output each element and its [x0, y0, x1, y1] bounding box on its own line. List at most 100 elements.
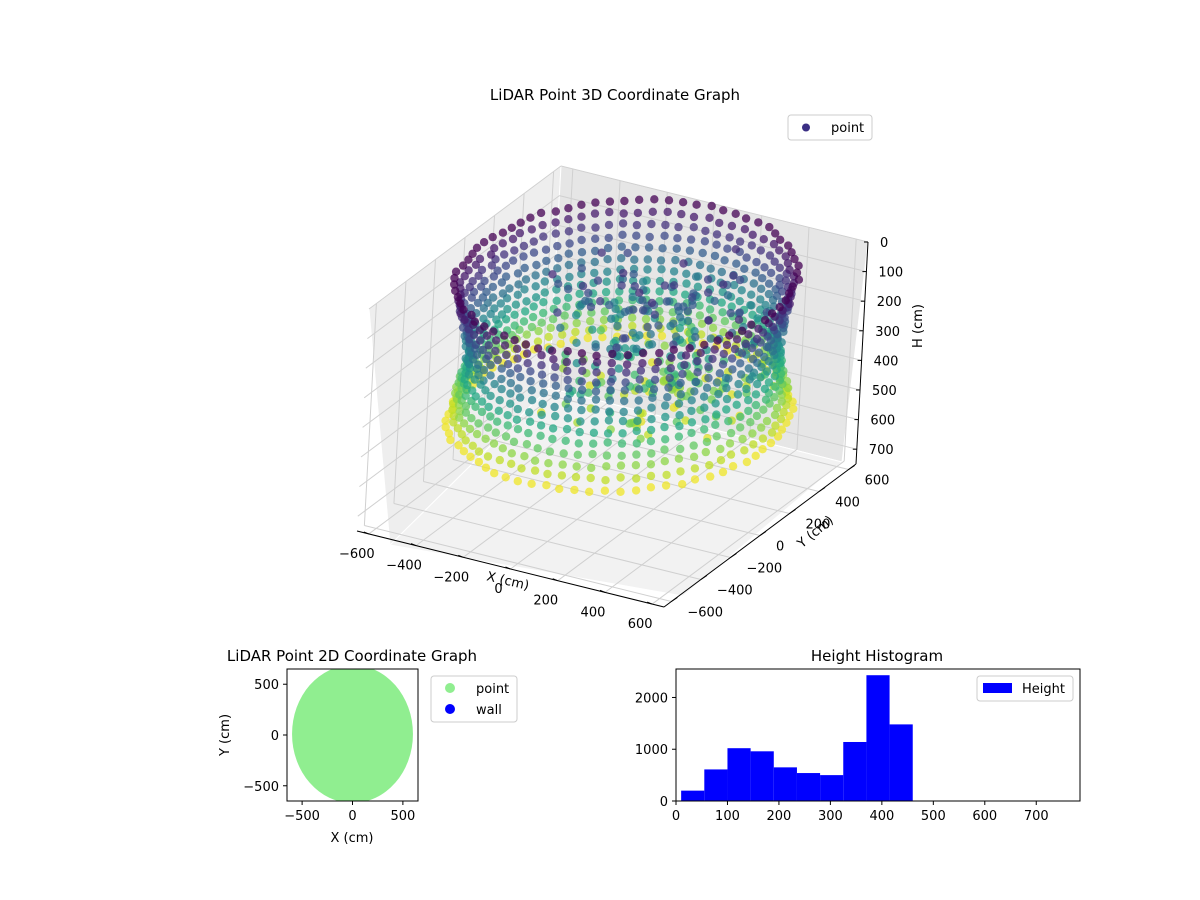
x-tick-label-hist: 200 — [767, 809, 792, 824]
point-3d — [602, 462, 611, 471]
y-tick-mark-3d — [818, 487, 826, 492]
point-3d — [660, 422, 669, 432]
point-3d — [515, 393, 525, 402]
point-3d — [676, 378, 685, 388]
point-3d — [664, 383, 673, 392]
point-3d — [744, 406, 753, 416]
point-3d — [741, 339, 750, 349]
point-3d — [549, 355, 558, 364]
point-3d — [779, 407, 788, 417]
point-3d — [776, 414, 786, 424]
point-3d — [676, 313, 685, 322]
point-3d — [704, 288, 713, 297]
point-3d — [701, 415, 710, 424]
point-3d — [521, 275, 531, 284]
x-tick-label-2d: 0 — [348, 809, 356, 824]
point-3d — [454, 441, 463, 450]
point-3d — [563, 404, 573, 413]
point-3d — [737, 286, 746, 295]
point-3d — [465, 424, 475, 434]
point-3d — [686, 235, 696, 244]
point-3d — [539, 388, 548, 398]
point-3d — [551, 218, 560, 227]
point-3d — [590, 209, 600, 218]
point-3d — [527, 225, 536, 234]
point-3d — [632, 426, 641, 436]
point-3d — [765, 251, 775, 260]
point-3d — [740, 446, 749, 455]
point-3d — [764, 279, 774, 288]
point-3d — [714, 389, 723, 399]
point-3d — [740, 225, 750, 234]
x-tick-label-hist: 100 — [715, 809, 740, 824]
point-3d — [538, 220, 547, 230]
point-3d — [619, 268, 628, 278]
point-3d — [508, 234, 518, 244]
point-3d — [792, 268, 802, 277]
point-3d — [603, 255, 612, 264]
point-3d — [520, 452, 529, 461]
point-3d — [459, 447, 469, 456]
point-3d — [528, 312, 538, 322]
grid-line-y-floor — [452, 459, 761, 536]
y-tick-label-hist: 2000 — [635, 691, 668, 706]
chart-title-3d: LiDAR Point 3D Coordinate Graph — [490, 86, 740, 104]
point-3d — [660, 341, 669, 350]
point-3d — [621, 378, 630, 387]
point-3d — [619, 407, 628, 417]
point-3d — [680, 360, 689, 370]
point-3d — [632, 474, 641, 483]
point-3d — [712, 378, 722, 387]
point-3d — [646, 460, 656, 469]
point-3d — [586, 316, 595, 326]
point-3d — [602, 451, 612, 460]
point-3d — [631, 486, 641, 495]
point-3d — [453, 292, 463, 302]
histogram-bar — [704, 769, 728, 801]
point-3d — [559, 449, 568, 458]
h-tick-label-3d: 600 — [870, 414, 895, 429]
point-3d — [541, 245, 551, 254]
h-axis-line-3d — [855, 241, 869, 465]
point-3d — [531, 293, 541, 302]
point-3d — [706, 472, 715, 481]
point-3d — [730, 344, 740, 354]
point-3d — [732, 259, 741, 268]
grid-line-y-side — [393, 281, 407, 504]
point-3d — [511, 300, 521, 309]
point-3d — [472, 429, 482, 439]
point-3d — [503, 411, 512, 420]
point-3d — [757, 284, 766, 293]
point-3d — [537, 370, 547, 379]
point-3d — [691, 272, 701, 281]
point-3d — [695, 260, 705, 270]
point-3d — [794, 261, 803, 270]
point-3d — [733, 390, 743, 399]
point-3d — [577, 377, 586, 386]
point-3d — [706, 334, 716, 343]
h-tick-label-3d: 500 — [872, 384, 897, 399]
point-3d — [611, 336, 620, 346]
point-3d — [735, 308, 744, 317]
point-3d — [548, 270, 557, 279]
point-3d — [591, 234, 600, 243]
point-3d — [767, 309, 777, 318]
point-3d — [685, 344, 694, 353]
point-3d — [727, 221, 737, 231]
point-3d — [593, 276, 603, 285]
point-3d — [562, 424, 572, 434]
point-3d — [501, 272, 511, 281]
point-3d — [586, 473, 595, 483]
x-tick-label-3d: 600 — [628, 617, 653, 632]
point-3d — [674, 222, 683, 232]
point-3d — [479, 238, 489, 247]
point-3d — [718, 360, 728, 369]
scatter-3d-plot: LiDAR Point 3D Coordinate Graph −600 −400… — [339, 86, 926, 632]
point-3d — [629, 305, 638, 314]
point-3d — [722, 383, 731, 393]
point-3d — [687, 428, 696, 438]
point-3d — [486, 371, 495, 380]
point-3d — [661, 481, 671, 490]
point-3d — [491, 428, 500, 437]
point-3d — [521, 340, 531, 349]
